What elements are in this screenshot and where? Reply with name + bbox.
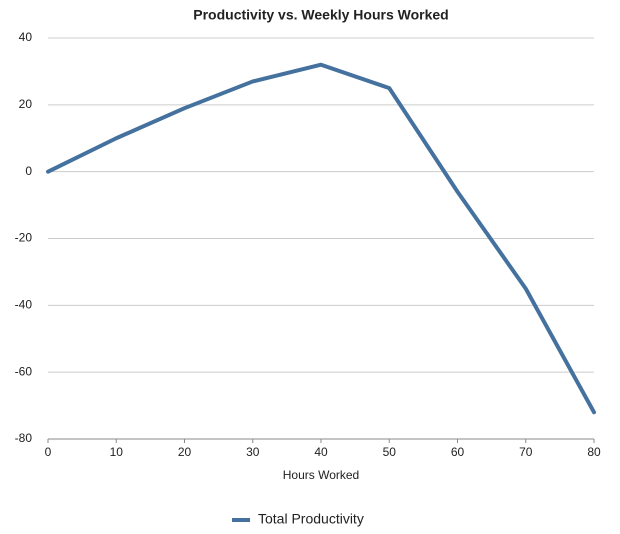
x-tick-label: 70 (519, 445, 533, 459)
x-tick-label: 0 (45, 445, 52, 459)
y-tick-label: -20 (15, 231, 33, 245)
y-tick-label: 40 (19, 30, 33, 44)
x-tick-label: 40 (314, 445, 328, 459)
chart-title: Productivity vs. Weekly Hours Worked (193, 7, 448, 23)
y-tick-label: -60 (15, 364, 33, 378)
y-tick-label: 0 (25, 164, 32, 178)
x-tick-label: 20 (178, 445, 192, 459)
x-tick-label: 80 (587, 445, 601, 459)
x-tick-label: 50 (383, 445, 397, 459)
x-tick-label: 10 (110, 445, 124, 459)
y-tick-label: -80 (15, 431, 33, 445)
x-tick-label: 60 (451, 445, 465, 459)
legend-label: Total Productivity (258, 511, 364, 527)
data-line (46, 62, 596, 415)
x-axis-label: Hours Worked (283, 468, 359, 482)
y-tick-label: -40 (15, 298, 33, 312)
x-tick-label: 30 (246, 445, 260, 459)
y-tick-label: 20 (19, 97, 33, 111)
